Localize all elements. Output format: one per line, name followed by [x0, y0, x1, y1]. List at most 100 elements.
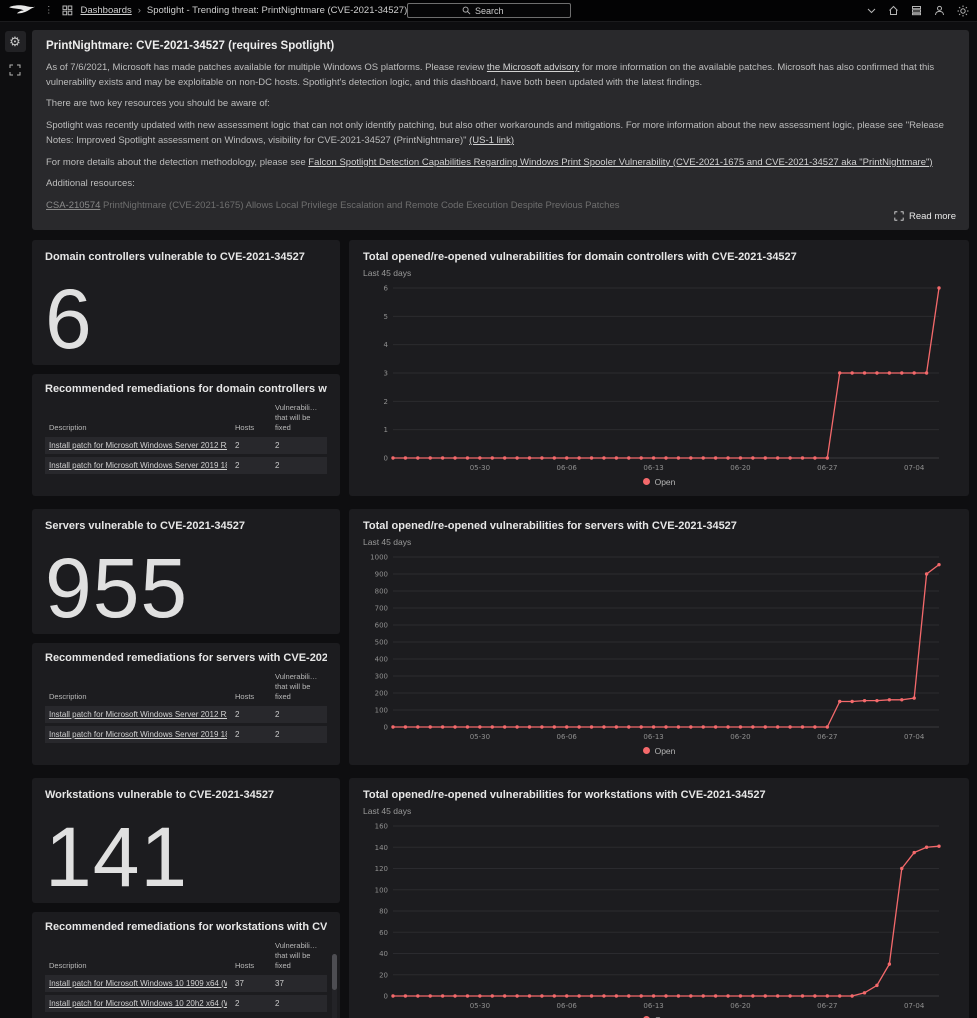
banner-title: PrintNightmare: CVE-2021-34527 (requires… [46, 40, 335, 52]
chart-title: Total opened/re-opened vulnerabilities f… [363, 250, 797, 263]
chart-svg: 0 20 40 60 80 100 120 140 160 05-30 06-06 06-13 06-2… [375, 822, 941, 1010]
table-row[interactable]: Install patch for Microsoft Windows Serv… [45, 436, 327, 454]
microsoft-advisory-link[interactable]: the Microsoft advisory [486, 62, 580, 73]
remediation-table-card: Recommended remediations for domain cont… [32, 374, 340, 496]
chart-subtitle: Last 45 days [363, 805, 412, 816]
svg-text:20: 20 [379, 971, 388, 979]
remediation-link[interactable]: Install patch for Microsoft Windows Serv… [49, 460, 227, 470]
breadcrumb-separator: › [137, 5, 141, 16]
table-title: Recommended remediations for domain cont… [45, 383, 327, 396]
banner-text: PrintNightmare (CVE-2021-1675) Allows Lo… [100, 200, 620, 212]
settings-gear-icon[interactable]: ⚙ [4, 31, 26, 52]
banner-paragraph-5: Additional resources: [46, 178, 135, 190]
home-icon[interactable] [888, 5, 899, 16]
svg-text:06-13: 06-13 [643, 733, 663, 741]
column-header-description[interactable]: Description [49, 422, 87, 432]
svg-text:06-13: 06-13 [643, 464, 663, 472]
metric-title: Domain controllers vulnerable to CVE-202… [45, 250, 305, 263]
us1-release-notes-link[interactable]: (US-1 link) [469, 134, 515, 146]
user-icon[interactable] [934, 5, 945, 16]
theme-toggle-icon[interactable] [957, 5, 969, 17]
hosts-value: 2 [235, 709, 240, 719]
banner-paragraph-1: As of 7/6/2021, Microsoft has made patch… [46, 61, 955, 90]
chart-subtitle: Last 45 days [363, 536, 412, 547]
table-title: Recommended remediations for workstation… [45, 921, 327, 934]
column-header-fixed[interactable]: Vulnerabili… that will be fixed [275, 403, 318, 432]
legend-label: Open [655, 1015, 676, 1018]
breadcrumb-dashboards[interactable]: Dashboards [80, 5, 132, 16]
line-chart[interactable]: 0 100 200 300 400 500 600 700 800 900 1000 05-30 06-… [363, 549, 955, 742]
chart-legend[interactable]: Open [363, 742, 955, 760]
fixed-value: 2 [275, 709, 280, 719]
search-icon [462, 6, 471, 15]
banner-text: As of 7/6/2021, Microsoft has made patch… [46, 62, 487, 73]
search-box[interactable] [406, 3, 571, 18]
svg-text:07-04: 07-04 [904, 733, 925, 741]
line-chart[interactable]: 0 1 2 3 4 5 6 05-30 06-06 06-13 06-20 06-27 07-04 [363, 280, 955, 473]
svg-text:600: 600 [375, 621, 388, 629]
chart-card: Total opened/re-opened vulnerabilities f… [349, 777, 969, 1018]
column-header-fixed[interactable]: Vulnerabili… that will be fixed [275, 672, 318, 701]
topbar-actions [867, 5, 969, 17]
remediation-link[interactable]: Install patch for Microsoft Windows Serv… [49, 729, 227, 739]
svg-text:120: 120 [375, 865, 388, 873]
layers-icon[interactable] [911, 5, 922, 16]
column-header-hosts[interactable]: Hosts [235, 960, 255, 970]
chevron-down-icon[interactable] [867, 8, 876, 14]
remediation-link[interactable]: Install patch for Microsoft Windows Serv… [49, 709, 227, 719]
read-more-label: Read more [909, 210, 956, 222]
dashboard-row-servers: Servers vulnerable to CVE-2021-34527 955… [32, 508, 969, 765]
svg-text:900: 900 [375, 570, 388, 578]
table-row[interactable]: Install patch for Microsoft Windows Serv… [45, 456, 327, 474]
remediation-link[interactable]: Install patch for Microsoft Windows 10 2… [49, 998, 227, 1008]
crowdstrike-logo[interactable] [8, 4, 36, 17]
svg-text:160: 160 [375, 822, 388, 830]
svg-text:300: 300 [375, 672, 388, 680]
table-scrollbar[interactable] [332, 954, 337, 1018]
metric-card: Domain controllers vulnerable to CVE-202… [32, 239, 340, 366]
fixed-value: 2 [275, 998, 280, 1008]
table-row[interactable]: Install patch for Microsoft Windows 10 2… [45, 994, 327, 1012]
legend-dot [642, 747, 650, 755]
svg-text:40: 40 [379, 950, 388, 958]
svg-text:07-04: 07-04 [904, 464, 925, 472]
dashboard-row-workstations: Workstations vulnerable to CVE-2021-3452… [32, 777, 969, 1018]
svg-text:05-30: 05-30 [470, 733, 490, 741]
chart-legend[interactable]: Open [363, 473, 955, 491]
search-input[interactable] [475, 5, 515, 16]
chart-legend[interactable]: Open [363, 1011, 955, 1018]
read-more-button[interactable]: Read more [894, 211, 956, 222]
svg-text:700: 700 [375, 604, 388, 612]
svg-text:200: 200 [375, 689, 388, 697]
table-row[interactable]: Install patch for Microsoft Windows Serv… [45, 705, 327, 723]
column-header-fixed[interactable]: Vulnerabili… that will be fixed [275, 941, 318, 970]
column-header-hosts[interactable]: Hosts [235, 691, 255, 701]
scrollbar-thumb[interactable] [332, 954, 337, 990]
dashboards-grid-icon[interactable] [62, 5, 73, 16]
column-header-description[interactable]: Description [49, 960, 87, 970]
spotlight-detection-link[interactable]: Falcon Spotlight Detection Capabilities … [308, 156, 933, 168]
svg-text:100: 100 [375, 706, 388, 714]
remediation-link[interactable]: Install patch for Microsoft Windows Serv… [49, 440, 227, 450]
metric-value: 141 [45, 810, 189, 905]
table-row[interactable]: Install patch for Microsoft Windows 10 1… [45, 974, 327, 992]
table-row[interactable]: Install patch for Microsoft Windows Serv… [45, 725, 327, 743]
svg-text:0: 0 [384, 454, 388, 462]
legend-label: Open [654, 476, 676, 487]
line-chart[interactable]: 0 20 40 60 80 100 120 140 160 05-30 06-06 06-13 06-2… [363, 818, 955, 1011]
csa-210574-link[interactable]: CSA-210574 [46, 200, 101, 212]
column-header-description[interactable]: Description [49, 691, 87, 701]
expand-icon[interactable] [5, 59, 26, 80]
svg-text:06-13: 06-13 [643, 1002, 663, 1010]
banner-text: For more details about the detection met… [46, 156, 309, 168]
metric-value: 955 [45, 541, 189, 636]
info-banner: PrintNightmare: CVE-2021-34527 (requires… [32, 30, 969, 230]
svg-text:07-04: 07-04 [904, 1002, 925, 1010]
remediation-table: Description Hosts Vulnerabili… that will… [45, 936, 327, 1014]
banner-text: Spotlight was recently updated with new … [46, 120, 944, 146]
svg-text:06-27: 06-27 [817, 733, 837, 741]
remediation-link[interactable]: Install patch for Microsoft Windows 10 1… [49, 978, 227, 988]
menu-dots-icon[interactable]: ⋮ [44, 5, 54, 16]
svg-text:80: 80 [379, 907, 388, 915]
column-header-hosts[interactable]: Hosts [235, 422, 255, 432]
